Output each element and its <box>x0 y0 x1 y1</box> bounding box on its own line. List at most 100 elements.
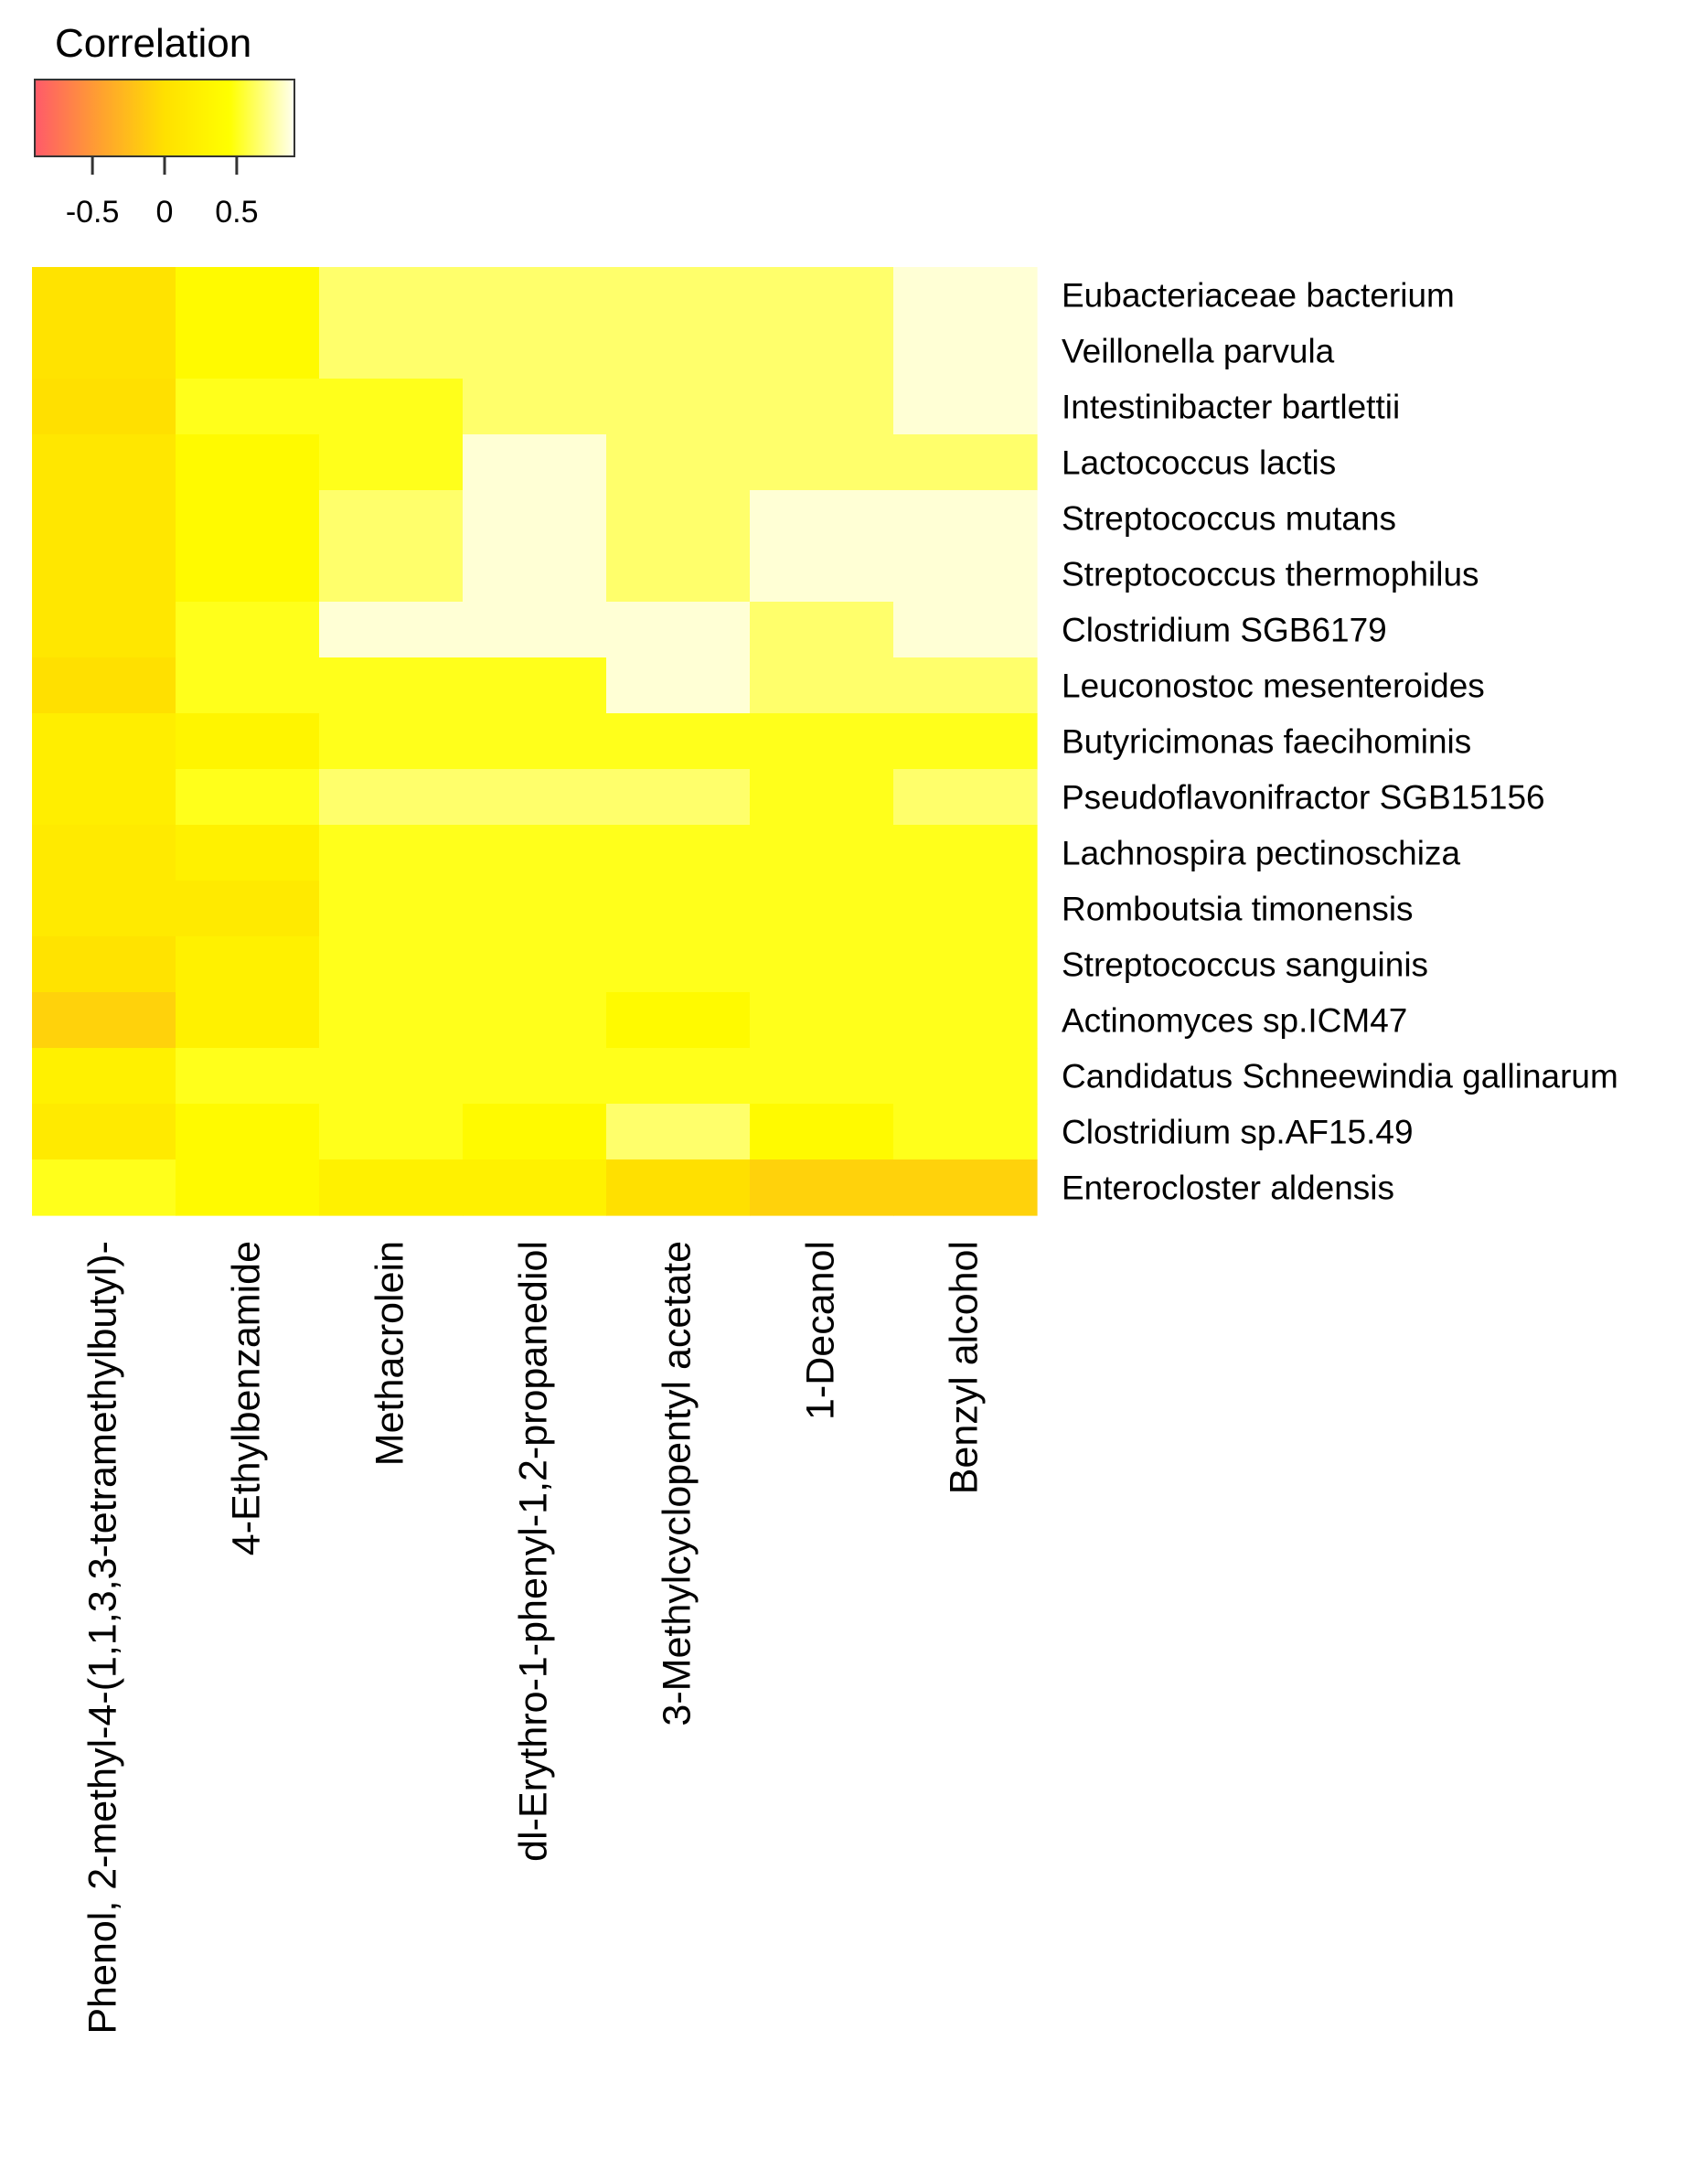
heatmap-cell <box>750 825 894 881</box>
heatmap-cell <box>319 490 464 547</box>
heatmap-cell <box>606 490 751 547</box>
heatmap-cell <box>319 825 464 881</box>
legend-tick-label: 0.5 <box>215 195 258 230</box>
heatmap-cell <box>32 657 176 714</box>
heatmap-cell <box>319 323 464 379</box>
heatmap-cell <box>463 936 607 993</box>
heatmap-cell <box>319 1048 464 1105</box>
heatmap-cells <box>32 267 1038 1216</box>
row-label: Streptococcus thermophilus <box>1062 556 1479 593</box>
heatmap-cell <box>463 881 607 937</box>
heatmap-cell <box>750 992 894 1049</box>
row-label: Clostridium SGB6179 <box>1062 612 1387 649</box>
column-label: Phenol, 2-methyl-4-(1,1,3,3-tetramethylb… <box>81 1241 125 2035</box>
heatmap-cell <box>606 825 751 881</box>
heatmap-cell <box>319 881 464 937</box>
heatmap-cell <box>32 769 176 826</box>
heatmap-cell <box>32 1159 176 1216</box>
heatmap-cell <box>463 992 607 1049</box>
heatmap-cell <box>463 769 607 826</box>
legend-title: Correlation <box>55 21 251 66</box>
heatmap-cell <box>750 881 894 937</box>
heatmap-cell <box>32 1048 176 1105</box>
heatmap-cell <box>319 602 464 658</box>
heatmap-cell <box>606 769 751 826</box>
heatmap-cell <box>606 1048 751 1105</box>
heatmap-cell <box>893 546 1038 603</box>
heatmap-cell <box>32 936 176 993</box>
row-label: Pseudoflavonifractor SGB15156 <box>1062 779 1545 817</box>
heatmap-cell <box>32 546 176 603</box>
heatmap-cell <box>893 936 1038 993</box>
heatmap-cell <box>176 323 320 379</box>
row-label: Romboutsia timonensis <box>1062 891 1414 928</box>
heatmap-cell <box>176 379 320 435</box>
row-label: Eubacteriaceae bacterium <box>1062 277 1455 315</box>
column-labels: Phenol, 2-methyl-4-(1,1,3,3-tetramethylb… <box>81 1241 987 2035</box>
heatmap-cell <box>463 713 607 770</box>
heatmap-cell <box>893 825 1038 881</box>
heatmap-cell <box>463 323 607 379</box>
row-label: Lactococcus lactis <box>1062 444 1336 482</box>
heatmap-cell <box>750 379 894 435</box>
heatmap-cell <box>750 490 894 547</box>
row-label: Leuconostoc mesenteroides <box>1062 668 1485 705</box>
heatmap-cell <box>750 546 894 603</box>
heatmap-cell <box>176 992 320 1049</box>
heatmap-cell <box>32 825 176 881</box>
row-label: Streptococcus mutans <box>1062 500 1396 538</box>
heatmap-cell <box>32 434 176 491</box>
row-labels: Eubacteriaceae bacterium Veillonella parv… <box>1062 277 1618 1207</box>
heatmap-cell <box>606 881 751 937</box>
column-label: dl-Erythro-1-phenyl-1,2-propanediol <box>512 1241 556 1862</box>
heatmap-cell <box>893 323 1038 379</box>
heatmap-cell <box>176 602 320 658</box>
heatmap-cell <box>32 881 176 937</box>
heatmap-cell <box>893 1048 1038 1105</box>
heatmap-cell <box>606 379 751 435</box>
row-label: Lachnospira pectinoschiza <box>1062 835 1460 872</box>
heatmap-cell <box>463 657 607 714</box>
row-label: Intestinibacter bartlettii <box>1062 389 1400 426</box>
heatmap-cell <box>176 434 320 491</box>
row-label: Actinomyces sp.ICM47 <box>1062 1002 1407 1040</box>
heatmap-cell <box>319 546 464 603</box>
row-label: Clostridium sp.AF15.49 <box>1062 1114 1414 1151</box>
heatmap-cell <box>319 379 464 435</box>
heatmap-cell <box>606 713 751 770</box>
heatmap-cell <box>750 1104 894 1160</box>
heatmap-cell <box>32 323 176 379</box>
heatmap-cell <box>32 602 176 658</box>
heatmap-cell <box>750 323 894 379</box>
heatmap-cell <box>463 379 607 435</box>
heatmap-cell <box>319 1104 464 1160</box>
heatmap-cell <box>463 1159 607 1216</box>
heatmap-cell <box>750 713 894 770</box>
heatmap-cell <box>606 434 751 491</box>
heatmap-cell <box>893 713 1038 770</box>
heatmap-cell <box>750 657 894 714</box>
column-label: Methacrolein <box>368 1241 412 1466</box>
heatmap-cell <box>176 881 320 937</box>
column-label: Benzyl alcohol <box>943 1241 987 1494</box>
heatmap-cell <box>176 936 320 993</box>
heatmap-cell <box>463 490 607 547</box>
column-label: 1-Decanol <box>799 1241 843 1420</box>
heatmap-cell <box>463 825 607 881</box>
heatmap-cell <box>893 490 1038 547</box>
color-legend: Correlation -0.5 0 0.5 <box>34 21 295 230</box>
heatmap-cell <box>176 825 320 881</box>
heatmap-cell <box>750 434 894 491</box>
row-label: Candidatus Schneewindia gallinarum <box>1062 1058 1618 1095</box>
heatmap-cell <box>893 1159 1038 1216</box>
heatmap-cell <box>893 881 1038 937</box>
heatmap-cell <box>176 267 320 324</box>
heatmap-cell <box>319 267 464 324</box>
heatmap-cell <box>606 936 751 993</box>
legend-colorbar <box>34 79 295 157</box>
heatmap-cell <box>463 267 607 324</box>
heatmap-cell <box>32 992 176 1049</box>
heatmap-cell <box>463 1048 607 1105</box>
heatmap-cell <box>893 992 1038 1049</box>
